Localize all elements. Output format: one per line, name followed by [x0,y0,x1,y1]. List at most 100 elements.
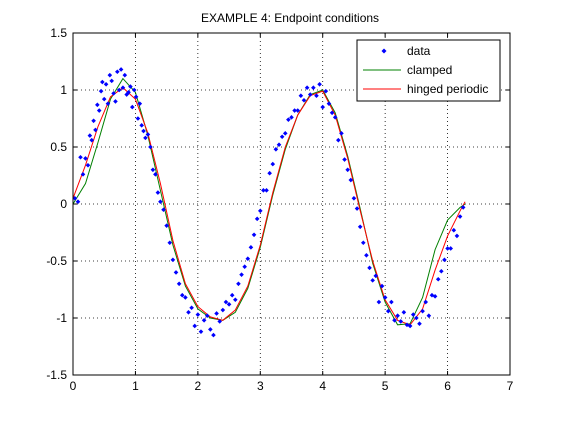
legend-marker-data [381,48,387,54]
data-point [454,233,460,239]
data-point [270,161,276,167]
data-point [342,157,347,162]
data-point [451,227,457,233]
data-point [264,188,269,193]
data-point [148,144,153,150]
x-tick-label: 1 [132,379,139,393]
data-point [251,232,257,238]
data-point [113,99,118,104]
data-point [98,88,104,94]
data-point [107,72,113,78]
data-point [189,305,194,311]
data-point [137,101,143,106]
data-point [376,299,382,305]
data-point [389,299,394,305]
data-point [226,302,232,307]
data-point [155,190,161,195]
data-point [145,132,151,137]
legend: data clamped hinged periodic [356,39,501,102]
y-tick-label: 0.5 [50,140,67,154]
data-point [179,292,185,298]
data-point [133,94,139,100]
data-point [141,128,146,134]
y-tick-label: 0 [60,197,67,211]
data-point [379,283,385,289]
data-point [445,246,450,251]
data-point [135,116,141,121]
data-point [317,82,322,87]
data-point [354,206,360,211]
y-tick-label: -1 [56,311,67,325]
data-point [233,297,238,303]
data-point [248,245,254,250]
data-point [286,117,291,122]
data-point [128,84,133,89]
data-point [89,137,95,143]
data-point [96,108,102,113]
data-point [103,82,109,87]
data-point [236,281,241,287]
data-point [100,79,105,85]
data-point [111,91,116,96]
data-point [279,134,285,140]
x-tick-label: 3 [257,379,264,393]
data-point [261,188,266,193]
legend-label: data [407,44,431,58]
data-point [195,312,201,317]
y-tick-label: -1.5 [46,368,67,382]
data-point [420,308,425,314]
data-point [229,292,235,298]
data-point [170,257,176,263]
data-point [435,276,441,282]
data-point [143,135,148,141]
data-point [267,170,272,176]
data-point [116,87,122,93]
data-point [217,319,223,324]
data-point [404,322,410,328]
data-point [332,115,338,120]
x-tick-label: 0 [70,379,77,393]
data-point [257,208,263,214]
chart-title: EXAMPLE 4: Endpoint conditions [201,11,379,25]
data-point [239,272,244,277]
hinged-periodic-line [72,87,466,326]
data-point [150,167,156,173]
data-point [373,273,379,279]
tick-layer: 0 1 2 3 4 5 6 7 1.5 1 0.5 0 -0.5 -1 -1.5 [46,26,513,393]
data-point [460,205,466,210]
data-point [158,199,163,205]
data-point [186,310,191,315]
data-point [242,264,247,269]
data-point [78,154,83,160]
data-point [298,93,304,98]
data-point [109,78,115,84]
data-point [382,295,388,300]
data-point [83,156,88,161]
data-point [273,146,279,152]
data-point [214,311,219,316]
data-point [122,72,128,78]
x-tick-label: 5 [382,379,389,393]
data-point [85,162,91,168]
y-tick-label: -0.5 [46,254,67,268]
data-point [329,110,335,116]
data-point [439,268,444,274]
data-point [118,67,124,72]
data-point [320,104,326,110]
data-point [131,87,137,93]
data-point [314,93,319,98]
data-point [414,315,419,321]
x-tick-label: 4 [319,379,326,393]
y-tick-label: 1 [60,83,67,97]
data-point [351,196,357,201]
data-point [101,96,107,102]
data-point [289,115,294,120]
data-point [423,299,429,305]
data-point [392,317,397,323]
y-tick-label: 1.5 [50,26,67,40]
data-point [307,92,313,97]
data-point [432,294,438,299]
data-point [339,131,344,136]
data-point [304,85,310,91]
